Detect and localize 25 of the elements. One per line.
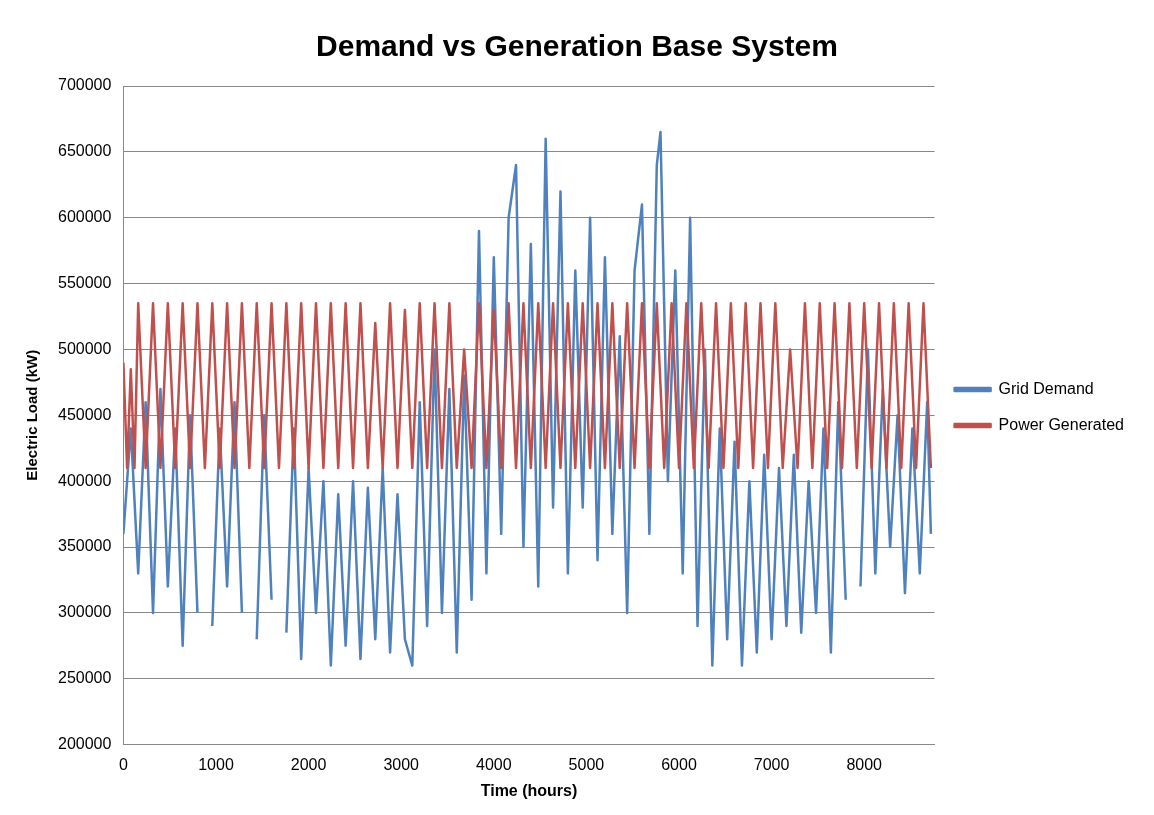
y-tick-label: 400000 [58,471,112,489]
chart-title: Demand vs Generation Base System [316,29,838,63]
y-tick-label: 700000 [58,76,112,94]
legend-label: Grid Demand [998,379,1094,397]
y-tick-label: 350000 [58,537,112,555]
x-tick-label: 7000 [753,755,790,773]
y-tick-label: 250000 [58,669,112,687]
y-tick-label: 300000 [58,603,112,621]
y-tick-label: 200000 [58,735,112,753]
x-tick-label: 8000 [846,755,883,773]
y-tick-label: 600000 [58,208,112,226]
legend-label: Power Generated [998,415,1124,433]
x-tick-label: 2000 [290,755,327,773]
x-tick-label: 5000 [568,755,605,773]
x-tick-label: 3000 [383,755,420,773]
y-tick-label: 650000 [58,142,112,160]
y-tick-label: 450000 [58,405,112,423]
x-axis-title: Time (hours) [480,781,578,799]
x-tick-label: 0 [118,755,128,773]
x-tick-label: 1000 [198,755,234,773]
y-tick-label: 550000 [58,273,112,291]
y-axis-title: Electric Load (kW) [23,349,41,481]
x-tick-label: 6000 [661,755,697,773]
x-tick-label: 4000 [476,755,512,773]
y-tick-label: 500000 [58,339,112,357]
